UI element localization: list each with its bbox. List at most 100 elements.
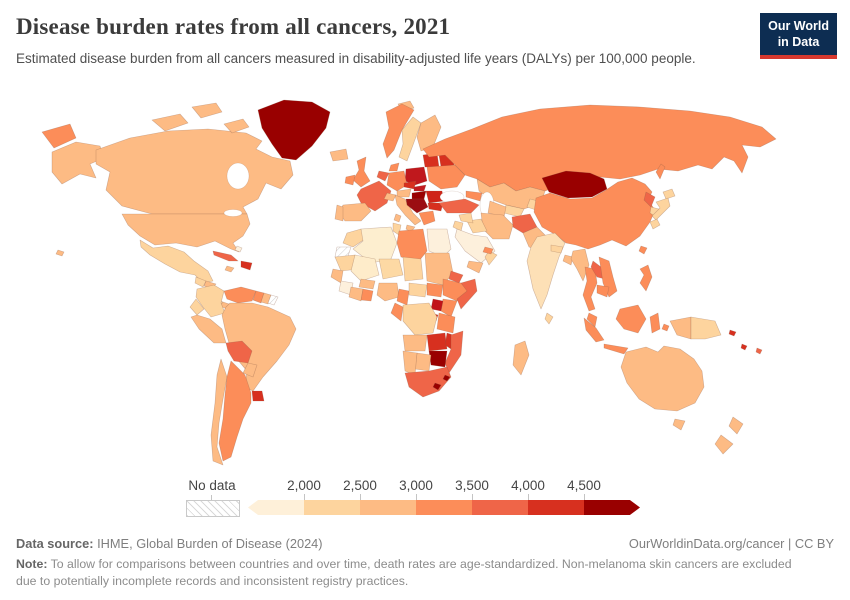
country-germany[interactable] [386, 170, 408, 192]
country-australia[interactable] [620, 345, 705, 412]
country-png[interactable] [690, 316, 722, 340]
legend-bin-3000-3500[interactable] [416, 500, 472, 515]
country-botswana[interactable] [414, 352, 432, 372]
owid-link[interactable]: OurWorldinData.org/cancer | CC BY [628, 536, 834, 551]
country-moluccas[interactable] [661, 323, 670, 332]
country-guyana[interactable] [252, 290, 265, 304]
country-sardinia[interactable] [393, 213, 402, 223]
country-iceland[interactable] [329, 148, 349, 162]
country-hungary[interactable] [411, 190, 427, 200]
country-guatemala[interactable] [194, 276, 207, 288]
country-angola[interactable] [402, 334, 428, 352]
country-iran[interactable] [480, 212, 514, 240]
country-jamaica[interactable] [224, 265, 235, 273]
country-libya[interactable] [396, 228, 428, 262]
country-hispaniola[interactable] [240, 260, 253, 271]
country-uganda[interactable] [430, 298, 444, 312]
country-france[interactable] [356, 180, 392, 212]
country-hawaii[interactable] [55, 249, 65, 257]
country-fiji[interactable] [755, 347, 763, 355]
country-malaysia[interactable] [586, 312, 598, 328]
country-alaska[interactable] [51, 141, 105, 185]
country-cameroon[interactable] [396, 288, 410, 306]
country-nigeria[interactable] [376, 282, 400, 302]
country-sweden[interactable] [398, 116, 422, 162]
country-arctic-islands-a[interactable] [151, 113, 189, 132]
country-sri-lanka[interactable] [544, 312, 554, 325]
country-suriname[interactable] [260, 292, 272, 305]
country-usa[interactable] [121, 213, 251, 253]
country-french-guiana[interactable] [267, 294, 279, 306]
country-south-sudan[interactable] [426, 282, 444, 298]
country-lesotho[interactable] [432, 382, 442, 391]
country-drc[interactable] [402, 302, 438, 336]
country-sakhalin[interactable] [655, 163, 666, 180]
country-uae[interactable] [482, 246, 494, 255]
country-sudan[interactable] [424, 252, 454, 286]
country-cambodia[interactable] [596, 284, 610, 298]
country-greenland[interactable] [257, 99, 331, 161]
legend-bin-3500-4000[interactable] [472, 500, 528, 515]
country-italy[interactable] [394, 194, 422, 226]
country-venezuela[interactable] [223, 286, 257, 304]
country-vietnam[interactable] [598, 256, 618, 298]
country-laos[interactable] [590, 260, 606, 280]
country-chukotka-russia[interactable] [41, 123, 77, 149]
country-ghana[interactable] [360, 288, 374, 302]
country-nepal[interactable] [550, 244, 564, 254]
country-morocco[interactable] [342, 228, 366, 248]
country-arctic-islands-c[interactable] [223, 118, 250, 134]
country-switzerland[interactable] [383, 192, 397, 202]
country-zimbabwe[interactable] [428, 350, 448, 368]
country-papua-west[interactable] [669, 316, 692, 340]
no-data-swatch[interactable] [186, 500, 240, 517]
country-ireland[interactable] [344, 174, 356, 186]
country-mexico[interactable] [139, 239, 214, 284]
country-tanzania[interactable] [436, 312, 456, 334]
country-ivory-coast[interactable] [348, 286, 364, 302]
country-balkans-west[interactable] [405, 198, 429, 214]
country-myanmar[interactable] [570, 248, 590, 282]
legend-bin-4000-4500[interactable] [528, 500, 584, 515]
legend-bin-2000-2500[interactable] [304, 500, 360, 515]
country-madagascar[interactable] [512, 340, 530, 376]
country-namibia[interactable] [402, 350, 418, 376]
country-cuba[interactable] [212, 250, 239, 262]
country-solomon[interactable] [728, 329, 737, 337]
country-taiwan[interactable] [638, 245, 648, 255]
country-zambia[interactable] [426, 332, 448, 352]
country-canada[interactable] [95, 128, 294, 215]
country-borneo[interactable] [615, 304, 647, 334]
owid-logo[interactable]: Our World in Data [760, 13, 837, 60]
country-niger[interactable] [378, 258, 404, 280]
country-spain[interactable] [338, 202, 372, 222]
country-nz-south[interactable] [714, 434, 734, 455]
country-turkey[interactable] [438, 198, 480, 214]
country-bahamas[interactable] [234, 245, 243, 253]
country-paraguay[interactable] [242, 362, 258, 378]
country-japan-kyushu[interactable] [649, 218, 661, 230]
country-philippines[interactable] [639, 264, 653, 292]
country-vanuatu[interactable] [740, 343, 748, 351]
legend-bin-under-2000[interactable] [248, 500, 304, 515]
country-denmark[interactable] [388, 162, 400, 172]
country-burkina[interactable] [358, 278, 376, 290]
country-uruguay[interactable] [251, 390, 265, 402]
country-nz-north[interactable] [728, 416, 744, 435]
country-somalia[interactable] [456, 278, 478, 310]
country-car[interactable] [408, 282, 428, 298]
country-bulgaria[interactable] [427, 202, 444, 212]
country-syria[interactable] [458, 212, 474, 224]
country-sumatra[interactable] [583, 317, 605, 343]
country-arctic-islands-b[interactable] [191, 102, 223, 119]
country-japan-hokkaido[interactable] [662, 188, 676, 200]
country-chad[interactable] [402, 256, 424, 282]
country-south-africa[interactable] [404, 366, 452, 398]
country-sulawesi[interactable] [649, 312, 661, 334]
country-mali[interactable] [350, 254, 380, 282]
legend-bin-over-4500[interactable] [584, 500, 640, 515]
country-eritrea[interactable] [448, 270, 464, 284]
country-peru[interactable] [190, 314, 227, 344]
country-india[interactable] [526, 232, 566, 310]
country-gabon-congo[interactable] [390, 302, 404, 322]
